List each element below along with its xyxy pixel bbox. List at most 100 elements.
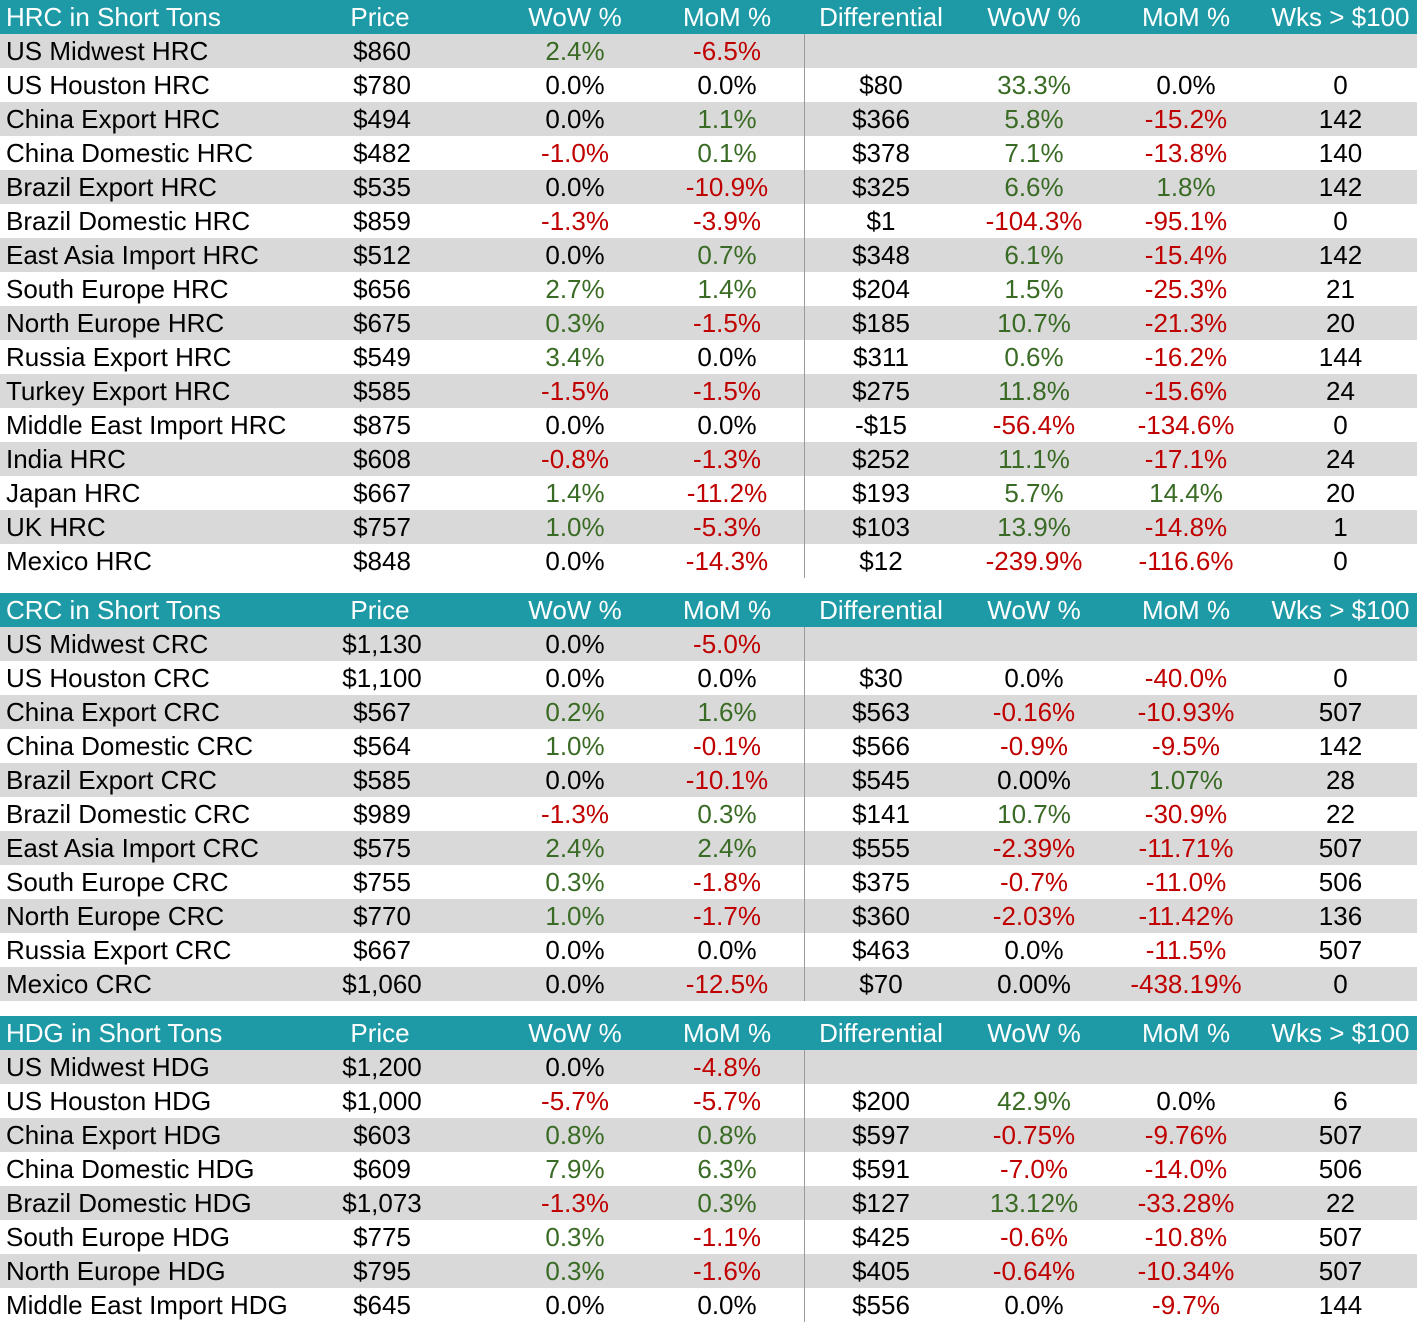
hrc-cell-differential: $12 [859,546,903,576]
hdg-cell-diff-wow: 42.9% [997,1086,1071,1116]
crc-section: CRC in Short Tons Price WoW % MoM % Differen… [0,593,1417,1001]
hrc-cell-price: $608 [353,444,411,474]
hdg-cell-name: US Midwest HDG [6,1052,210,1082]
crc-cell-price: $755 [353,867,411,897]
table-row: US Midwest HRC $860 2.4% -6.5% [0,34,1417,68]
hdg-section: HDG in Short Tons Price WoW % MoM % Differen… [0,1016,1417,1322]
crc-cell-differential: $555 [852,833,910,863]
hrc-cell-differential: $378 [852,138,910,168]
column-divider [804,1288,805,1322]
hrc-cell-wow: 0.0% [545,546,605,576]
hdg-cell-differential: $127 [852,1188,910,1218]
hrc-cell-weeks-over-100: 0 [1333,410,1348,440]
crc-cell-wow: -1.3% [541,799,609,829]
hrc-cell-diff-mom: 14.4% [1149,478,1223,508]
hrc-cell-weeks-over-100: 142 [1318,104,1363,134]
table-row: North Europe HDG $795 0.3% -1.6% $405 -0.64% -… [0,1254,1417,1288]
crc-cell-weeks-over-100: 136 [1318,901,1363,931]
crc-cell-price: $1,130 [342,629,422,659]
hrc-cell-weeks-over-100: 0 [1333,70,1348,100]
crc-cell-mom: -5.0% [693,629,761,659]
hrc-cell-price: $780 [353,70,411,100]
crc-cell-price: $1,100 [342,663,422,693]
hrc-cell-diff-mom: -15.4% [1144,240,1228,270]
hrc-cell-price: $535 [353,172,411,202]
hdg-cell-weeks-over-100: 507 [1318,1120,1363,1150]
crc-cell-name: Russia Export CRC [6,935,232,965]
table-row: South Europe HDG $775 0.3% -1.1% $425 -0.6% -1… [0,1220,1417,1254]
hrc-cell-diff-mom: 1.8% [1156,172,1216,202]
crc-cell-name: South Europe CRC [6,867,229,897]
hrc-cell-diff-wow: 7.1% [1004,138,1064,168]
hrc-cell-name: US Houston HRC [6,70,210,100]
hrc-cell-diff-mom: -14.8% [1144,512,1228,542]
hrc-cell-weeks-over-100: 142 [1318,172,1363,202]
hdg-header-mom: MoM % [682,1018,772,1048]
hrc-cell-differential: $80 [859,70,903,100]
hrc-header-diff-wow: WoW % [987,2,1081,32]
hrc-cell-wow: 0.0% [545,172,605,202]
table-row: Brazil Domestic HRC $859 -1.3% -3.9% $1 -104.… [0,204,1417,238]
hdg-cell-name: South Europe HDG [6,1222,231,1252]
hrc-cell-mom: -11.2% [686,478,768,508]
hrc-cell-diff-wow: 1.5% [1004,274,1064,304]
crc-cell-wow: 0.2% [545,697,605,727]
crc-cell-wow: 0.0% [545,629,605,659]
crc-cell-price: $567 [353,697,411,727]
hdg-cell-diff-mom: -9.7% [1152,1290,1220,1320]
hrc-cell-name: East Asia Import HRC [6,240,259,270]
crc-header-differential: Differential [819,595,943,625]
table-row: Brazil Domestic HDG $1,073 -1.3% 0.3% $127 13… [0,1186,1417,1220]
column-divider [804,544,805,578]
hrc-cell-name: Brazil Domestic HRC [6,206,251,236]
hrc-cell-diff-mom: -15.6% [1144,376,1228,406]
crc-cell-weeks-over-100: 22 [1326,799,1355,829]
hrc-cell-mom: -1.5% [693,376,761,406]
hdg-header-differential: Differential [819,1018,943,1048]
table-row: North Europe CRC $770 1.0% -1.7% $360 -2.03% -… [0,899,1417,933]
hdg-cell-mom: -5.7% [693,1086,761,1116]
hdg-cell-weeks-over-100: 22 [1326,1188,1355,1218]
crc-cell-diff-mom [1110,627,1262,661]
hrc-cell-price: $585 [353,376,411,406]
crc-cell-differential: $563 [852,697,910,727]
crc-cell-wow: 0.0% [545,969,605,999]
column-divider [804,68,805,102]
crc-cell-price: $770 [353,901,411,931]
crc-cell-weeks-over-100: 0 [1333,663,1348,693]
hdg-cell-diff-mom: -33.28% [1137,1188,1235,1218]
table-row: China Export HRC $494 0.0% 1.1% $366 5.8% -15.… [0,102,1417,136]
column-divider [804,510,805,544]
hrc-header-diff-mom: MoM % [1141,2,1231,32]
column-divider [804,136,805,170]
crc-cell-differential: $30 [859,663,903,693]
hdg-cell-diff-mom: -9.76% [1144,1120,1228,1150]
hrc-cell-mom: 0.7% [697,240,757,270]
table-row: China Domestic HDG $609 7.9% 6.3% $591 -7.0% -… [0,1152,1417,1186]
hdg-header-diff-mom: MoM % [1141,1018,1231,1048]
table-row: US Houston HRC $780 0.0% 0.0% $80 33.3% 0.0% 0 [0,68,1417,102]
column-divider [804,238,805,272]
hrc-cell-diff-mom: -95.1% [1144,206,1228,236]
hdg-cell-wow: 0.8% [545,1120,605,1150]
column-divider [804,408,805,442]
crc-cell-diff-mom: 1.07% [1149,765,1223,795]
table-row: Russia Export CRC $667 0.0% 0.0% $463 0.0% -11… [0,933,1417,967]
column-divider [804,899,805,933]
hdg-cell-differential: $597 [852,1120,910,1150]
hrc-cell-diff-wow: 11.1% [998,444,1070,474]
hdg-cell-diff-wow: 0.0% [1004,1290,1064,1320]
hrc-cell-name: Japan HRC [6,478,141,508]
hrc-cell-weeks-over-100: 24 [1326,376,1355,406]
hrc-cell-weeks-over-100 [1264,34,1417,68]
crc-cell-weeks-over-100: 507 [1318,833,1363,863]
crc-cell-diff-mom: -11.42% [1138,901,1234,931]
hdg-cell-diff-mom: -14.0% [1144,1154,1228,1184]
crc-cell-diff-wow: -0.16% [992,697,1076,727]
column-divider [804,967,805,1001]
hdg-cell-price: $1,073 [342,1188,422,1218]
hdg-cell-differential: $556 [852,1290,910,1320]
hrc-cell-differential: $252 [852,444,910,474]
column-divider [804,1118,805,1152]
